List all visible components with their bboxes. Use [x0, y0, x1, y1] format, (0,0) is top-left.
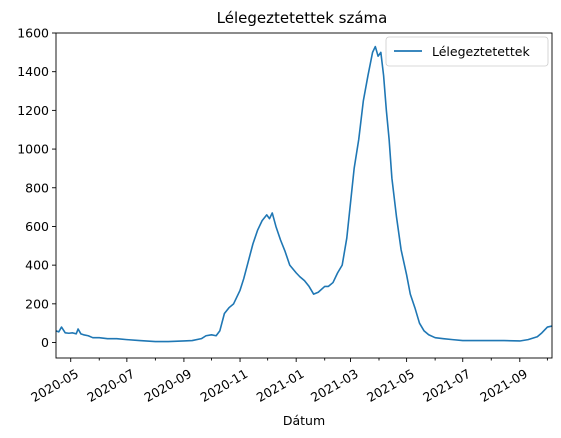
y-axis: 0 200 400 600 800 1000 1200 1400 1600	[17, 26, 56, 350]
y-tick-label: 1400	[17, 64, 49, 79]
plot-frame	[55, 32, 553, 359]
legend-entry: Lélegeztetettek	[432, 44, 530, 59]
y-tick-label: 1200	[17, 103, 49, 118]
chart-title: Lélegeztetettek száma	[217, 9, 388, 27]
y-tick-label: 0	[41, 335, 49, 350]
legend-box	[385, 36, 549, 67]
y-tick-label: 1000	[17, 142, 49, 157]
x-axis-label: Dátum	[283, 413, 325, 428]
series-line-0	[55, 45, 553, 343]
y-tick-label: 600	[25, 219, 49, 234]
y-tick-label: 1600	[17, 26, 49, 41]
y-tick-label: 800	[25, 180, 49, 195]
plot-area	[55, 45, 553, 343]
y-tick-label: 200	[25, 296, 49, 311]
y-tick-label: 400	[25, 258, 49, 273]
legend: Lélegeztetettek	[385, 36, 549, 67]
